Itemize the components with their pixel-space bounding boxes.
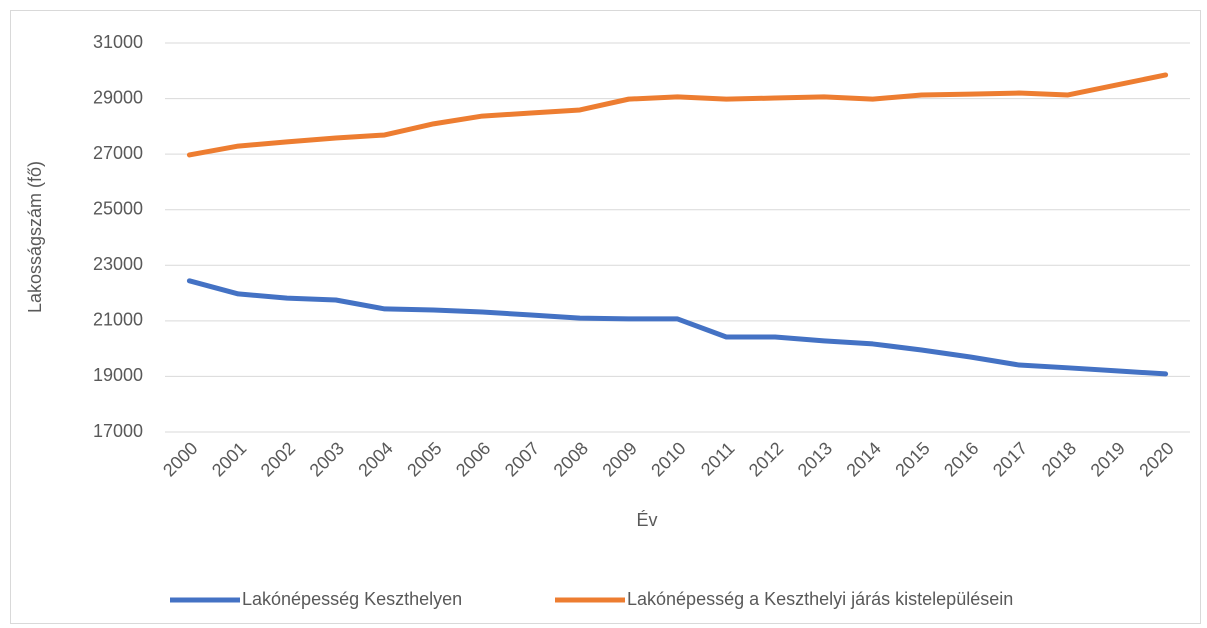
y-tick-label: 25000 — [93, 198, 143, 218]
y-tick-label: 29000 — [93, 87, 143, 107]
y-axis-title: Lakosságszám (fő) — [25, 161, 45, 313]
y-tick-label: 31000 — [93, 32, 143, 52]
line-series — [186, 72, 1169, 158]
x-axis-title: Év — [636, 510, 657, 530]
legend-label: Lakónépesség Keszthelyen — [242, 589, 462, 609]
legend-label: Lakónépesség a Keszthelyi járás kistelep… — [627, 589, 1013, 609]
y-tick-label: 19000 — [93, 365, 143, 385]
y-tick-label: 17000 — [93, 421, 143, 441]
y-tick-label: 23000 — [93, 254, 143, 274]
y-tick-label: 27000 — [93, 143, 143, 163]
y-tick-label: 21000 — [93, 310, 143, 330]
line-series — [186, 278, 1169, 377]
